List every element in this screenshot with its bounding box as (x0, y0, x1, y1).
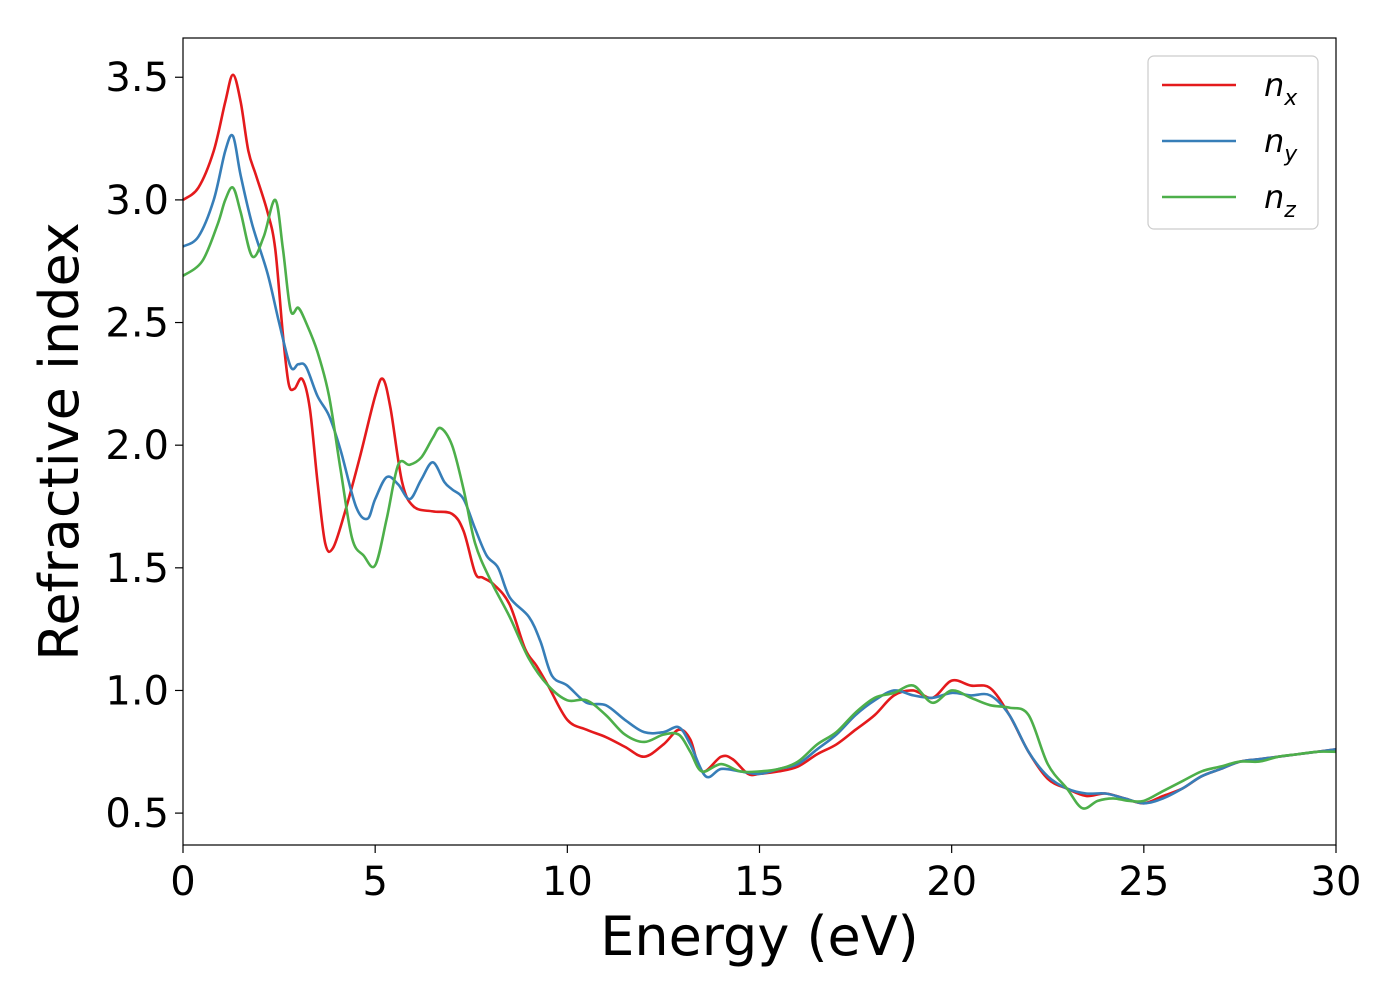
y-axis-title: Refractive index (28, 222, 91, 661)
y-tick-label: 2.5 (105, 301, 169, 347)
series-layer (182, 73, 1337, 810)
x-tick-label: 15 (734, 859, 785, 905)
legend: nx ny nz (1147, 55, 1319, 230)
y-tick-label: 1.0 (105, 668, 169, 714)
series-line-nz (182, 186, 1337, 810)
y-tick-label: 0.5 (105, 791, 169, 837)
y-tick-label: 3.0 (105, 178, 169, 224)
x-tick-label: 5 (362, 859, 387, 905)
x-axis: 0 5 10 15 20 25 30 (170, 845, 1361, 905)
y-tick-label: 3.5 (105, 55, 169, 101)
x-tick-label: 10 (542, 859, 593, 905)
x-axis-title: Energy (eV) (600, 905, 919, 968)
y-tick-label: 2.0 (105, 423, 169, 469)
legend-label-nz: nz (1264, 178, 1296, 223)
y-axis: 0.5 1.0 1.5 2.0 2.5 3.0 3.5 (105, 55, 183, 837)
y-tick-label: 1.5 (105, 546, 169, 592)
legend-label-nx: nx (1264, 66, 1298, 111)
x-tick-label: 0 (170, 859, 195, 905)
x-tick-label: 25 (1118, 859, 1169, 905)
legend-box (1147, 55, 1319, 230)
series-line-nx (182, 73, 1337, 805)
x-tick-label: 20 (926, 859, 977, 905)
legend-label-ny: ny (1264, 122, 1298, 167)
x-tick-label: 30 (1311, 859, 1362, 905)
series-line-ny (182, 133, 1337, 805)
